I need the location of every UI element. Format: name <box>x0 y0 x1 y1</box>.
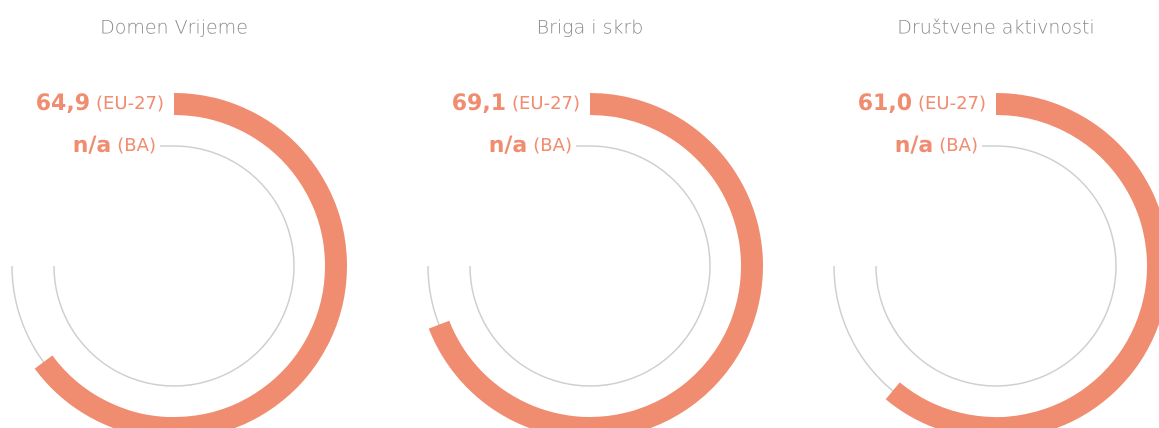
value-arc <box>428 93 763 428</box>
value-label: n/a (BA) <box>489 133 572 158</box>
value: 64,9 <box>36 91 90 116</box>
value-label: 64,9 (EU-27) <box>36 91 164 116</box>
value: n/a <box>895 133 934 158</box>
legend-entry: (BA) <box>533 135 572 156</box>
gauge: Društvene aktivnosti 61,0 (EU-27) n/a (BA) <box>833 17 1159 428</box>
value-label: n/a (BA) <box>73 133 156 158</box>
chart-title: Domen Vrijeme <box>100 17 248 39</box>
value-arc <box>34 93 347 428</box>
value: 69,1 <box>452 91 506 116</box>
value: 61,0 <box>858 91 912 116</box>
gauge: Domen Vrijeme 64,9 (EU-27) n/a (BA) <box>11 17 347 428</box>
legend-entry: (EU-27) <box>918 93 986 114</box>
chart-title: Briga i skrb <box>537 17 644 39</box>
track <box>875 145 1117 387</box>
value-label: 61,0 (EU-27) <box>858 91 986 116</box>
track <box>469 145 711 387</box>
value-arc <box>885 93 1159 428</box>
legend-entry: (BA) <box>117 135 156 156</box>
value: n/a <box>489 133 528 158</box>
legend-entry: (EU-27) <box>96 93 164 114</box>
value-label: 69,1 (EU-27) <box>452 91 580 116</box>
gauge: Briga i skrb 69,1 (EU-27) n/a (BA) <box>427 17 763 428</box>
legend-entry: (BA) <box>939 135 978 156</box>
value: n/a <box>73 133 112 158</box>
chart-title: Društvene aktivnosti <box>897 17 1094 39</box>
legend-entry: (EU-27) <box>512 93 580 114</box>
value-label: n/a (BA) <box>895 133 978 158</box>
track <box>53 145 295 387</box>
